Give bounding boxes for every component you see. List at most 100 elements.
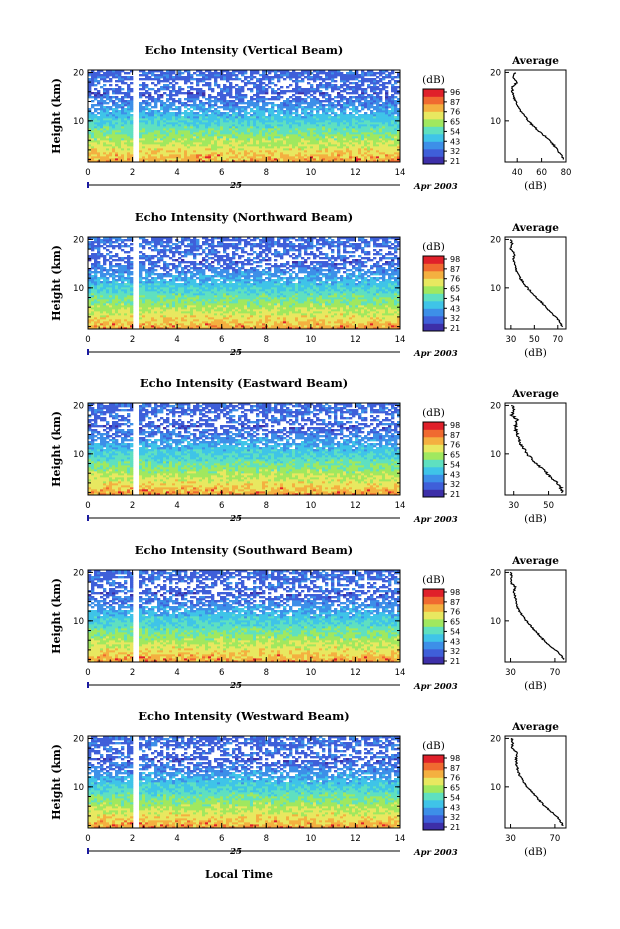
colorbar-swatch — [423, 460, 444, 468]
colorbar-tick-label: 65 — [450, 118, 460, 127]
colorbar-tick-label: 54 — [450, 460, 460, 469]
x-tick-label: 14 — [395, 834, 406, 844]
colorbar-tick-label: 54 — [450, 627, 460, 636]
profile-title: Average — [511, 555, 559, 567]
y-tick-label: 10 — [73, 117, 84, 127]
x-tick-label: 4 — [174, 335, 179, 345]
colorbar-tick-label: 32 — [450, 147, 460, 156]
x-tick-label: 0 — [85, 668, 90, 678]
profile-y-tick-label: 20 — [490, 401, 501, 411]
colorbar-swatch — [423, 619, 444, 627]
colorbar-tick-label: 32 — [450, 314, 460, 323]
x-tick-label: 6 — [219, 168, 224, 178]
x-tick-label: 2 — [130, 501, 135, 511]
panel-title: Echo Intensity (Westward Beam) — [138, 709, 349, 723]
colorbar-swatch — [423, 604, 444, 612]
x-tick-label: 4 — [174, 834, 179, 844]
colorbar-swatch — [423, 657, 444, 665]
profile-y-tick-label: 10 — [490, 450, 501, 460]
x-tick-label: 4 — [174, 501, 179, 511]
x-tick-label: 0 — [85, 168, 90, 178]
colorbar-swatch — [423, 264, 444, 272]
colorbar-swatch — [423, 793, 444, 801]
profile-title: Average — [511, 222, 559, 234]
profile-x-tick-label: 50 — [543, 501, 554, 511]
x-tick-label: 8 — [264, 668, 269, 678]
date-month-year: Apr 2003 — [413, 182, 458, 192]
colorbar-swatch — [423, 755, 444, 763]
heatmap-cells — [88, 403, 400, 495]
colorbar-swatch — [423, 127, 444, 135]
colorbar-swatch — [423, 763, 444, 771]
colorbar-tick-label: 32 — [450, 647, 460, 656]
colorbar-swatch — [423, 324, 444, 332]
panel-title: Echo Intensity (Northward Beam) — [135, 210, 353, 224]
x-tick-label: 8 — [264, 501, 269, 511]
colorbar-swatch — [423, 770, 444, 778]
panel-2: Echo Intensity (Eastward Beam)1020Height… — [50, 376, 566, 525]
colorbar-swatch — [423, 475, 444, 483]
profile-line — [511, 738, 564, 825]
x-tick-label: 4 — [174, 668, 179, 678]
x-tick-label: 2 — [130, 834, 135, 844]
profile-y-tick-label: 20 — [490, 68, 501, 78]
panel-title: Echo Intensity (Eastward Beam) — [140, 376, 348, 390]
colorbar-swatch — [423, 445, 444, 453]
profile-frame — [505, 237, 566, 329]
colorbar — [423, 755, 444, 830]
profile-title: Average — [511, 721, 559, 733]
y-axis-label: Height (km) — [50, 78, 63, 154]
profile-x-tick-label: 60 — [536, 168, 547, 178]
profile-y-tick-label: 10 — [490, 783, 501, 793]
x-tick-label: 6 — [219, 335, 224, 345]
profile-x-tick-label: 70 — [552, 335, 563, 345]
date-day: 25 — [229, 681, 242, 691]
colorbar-tick-label: 43 — [450, 470, 460, 479]
colorbar-swatch — [423, 89, 444, 97]
x-tick-label: 14 — [395, 501, 406, 511]
y-tick-label: 20 — [73, 568, 84, 578]
colorbar-swatch — [423, 316, 444, 324]
date-month-year: Apr 2003 — [413, 848, 458, 858]
colorbar-swatch — [423, 452, 444, 460]
x-tick-label: 8 — [264, 834, 269, 844]
colorbar-tick-label: 54 — [450, 294, 460, 303]
x-tick-label: 10 — [305, 501, 316, 511]
colorbar-swatch — [423, 634, 444, 642]
colorbar-tick-label: 21 — [450, 657, 460, 666]
colorbar-tick-label: 21 — [450, 490, 460, 499]
profile-y-tick-label: 10 — [490, 117, 501, 127]
colorbar-swatch — [423, 437, 444, 445]
colorbar-swatch — [423, 256, 444, 264]
colorbar-swatch — [423, 142, 444, 150]
colorbar-swatch — [423, 808, 444, 816]
x-tick-label: 0 — [85, 834, 90, 844]
colorbar-swatch — [423, 112, 444, 120]
profile-title: Average — [511, 55, 559, 67]
profile-x-label: (dB) — [524, 846, 547, 858]
x-tick-label: 0 — [85, 501, 90, 511]
x-tick-label: 12 — [350, 834, 361, 844]
profile-y-tick-label: 20 — [490, 734, 501, 744]
profile-line — [511, 405, 563, 492]
x-tick-label: 10 — [305, 335, 316, 345]
date-month-year: Apr 2003 — [413, 349, 458, 359]
colorbar-swatch — [423, 467, 444, 475]
colorbar-swatch — [423, 800, 444, 808]
colorbar-swatch — [423, 785, 444, 793]
y-tick-label: 20 — [73, 235, 84, 245]
colorbar-tick-label: 87 — [450, 598, 460, 607]
colorbar-unit: (dB) — [422, 74, 445, 86]
colorbar-tick-label: 98 — [450, 754, 460, 763]
x-tick-label: 0 — [85, 335, 90, 345]
colorbar-tick-label: 76 — [450, 108, 460, 117]
profile-line — [510, 239, 563, 326]
colorbar — [423, 589, 444, 664]
colorbar-swatch — [423, 823, 444, 831]
colorbar-swatch — [423, 482, 444, 490]
y-axis-label: Height (km) — [50, 245, 63, 321]
x-tick-label: 6 — [219, 501, 224, 511]
colorbar-swatch — [423, 612, 444, 620]
